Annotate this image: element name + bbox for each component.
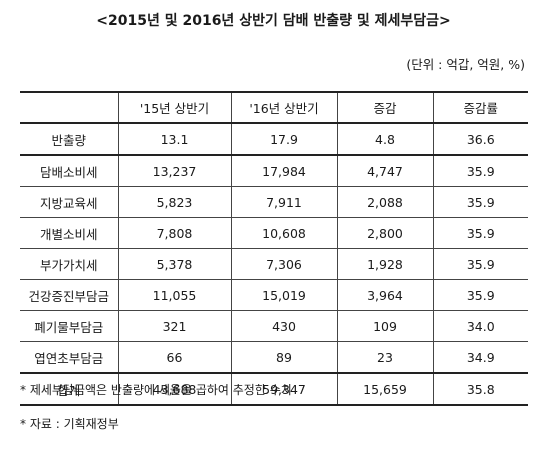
table-cell: 15,019 bbox=[230, 279, 338, 311]
table-cell: 2,088 bbox=[336, 186, 434, 218]
table-row-individual-consumption-tax: 개별소비세 7,808 10,608 2,800 35.9 bbox=[20, 217, 528, 249]
document-title: <2015년 및 2016년 상반기 담배 반출량 및 제세부담금> bbox=[96, 13, 451, 29]
table-cell: 10,608 bbox=[230, 217, 338, 249]
table-cell: 4.8 bbox=[336, 122, 434, 156]
table-cell: 1,928 bbox=[336, 248, 434, 280]
table-cell: 36.6 bbox=[432, 122, 528, 156]
table-cell: 5,823 bbox=[117, 186, 232, 218]
table-cell: 4,747 bbox=[336, 154, 434, 187]
row-label: 지방교육세 bbox=[20, 186, 119, 218]
table-row-vat: 부가가치세 5,378 7,306 1,928 35.9 bbox=[20, 248, 528, 280]
table-cell: 35.9 bbox=[432, 279, 528, 311]
table-row-shipment: 반출량 13.1 17.9 4.8 36.6 bbox=[20, 122, 528, 156]
table-cell: 321 bbox=[117, 310, 232, 342]
table-cell: 2,800 bbox=[336, 217, 434, 249]
row-label: 개별소비세 bbox=[20, 217, 119, 249]
header-cell-corner bbox=[20, 91, 119, 124]
table-cell: 34.0 bbox=[432, 310, 528, 342]
row-label: 폐기물부담금 bbox=[20, 310, 119, 342]
row-label: 부가가치세 bbox=[20, 248, 119, 280]
header-cell-2015-h1: '15년 상반기 bbox=[117, 91, 232, 124]
table-cell: 35.9 bbox=[432, 186, 528, 218]
table-cell: 23 bbox=[336, 341, 434, 374]
footnote-source: * 자료 : 기획재정부 bbox=[20, 417, 119, 431]
table-cell: 35.9 bbox=[432, 248, 528, 280]
table-cell: 66 bbox=[117, 341, 232, 374]
table-cell: 13.1 bbox=[117, 122, 232, 156]
table-row-local-education-tax: 지방교육세 5,823 7,911 2,088 35.9 bbox=[20, 186, 528, 218]
table-cell: 17,984 bbox=[230, 154, 338, 187]
table-cell: 109 bbox=[336, 310, 434, 342]
row-label: 반출량 bbox=[20, 122, 119, 156]
row-label: 엽연초부담금 bbox=[20, 341, 119, 374]
table-row-health-promotion-levy: 건강증진부담금 11,055 15,019 3,964 35.9 bbox=[20, 279, 528, 311]
table-cell: 13,237 bbox=[117, 154, 232, 187]
row-label: 담배소비세 bbox=[20, 154, 119, 187]
footnote-estimation: * 제세부담금액은 반출량에 세율을 곱하여 추정한 수치 bbox=[20, 383, 292, 397]
table-cell: 43,688 bbox=[117, 372, 232, 406]
header-cell-change: 증감 bbox=[336, 91, 434, 124]
table-header-row: '15년 상반기 '16년 상반기 증감 증감률 bbox=[20, 91, 528, 124]
table-row-waste-levy: 폐기물부담금 321 430 109 34.0 bbox=[20, 310, 528, 342]
tobacco-tax-table: '15년 상반기 '16년 상반기 증감 증감률 반출량 13.1 17.9 4… bbox=[20, 91, 528, 406]
unit-label: (단위 : 억갑, 억원, %) bbox=[406, 57, 525, 72]
header-cell-2016-h1: '16년 상반기 bbox=[230, 91, 338, 124]
table-cell: 34.9 bbox=[432, 341, 528, 374]
table-cell: 17.9 bbox=[230, 122, 338, 156]
row-label: 건강증진부담금 bbox=[20, 279, 119, 311]
table-cell: 35.9 bbox=[432, 217, 528, 249]
table-cell: 430 bbox=[230, 310, 338, 342]
table-row-total: 합계 43,688 59,347 15,659 35.8 bbox=[20, 372, 528, 406]
table-cell: 11,055 bbox=[117, 279, 232, 311]
table-cell: 3,964 bbox=[336, 279, 434, 311]
table-row-tobacco-consumption-tax: 담배소비세 13,237 17,984 4,747 35.9 bbox=[20, 154, 528, 187]
table-cell: 35.8 bbox=[432, 372, 528, 406]
table-cell: 89 bbox=[230, 341, 338, 374]
row-label: 합계 bbox=[20, 372, 119, 406]
table-cell: 5,378 bbox=[117, 248, 232, 280]
table-cell: 7,808 bbox=[117, 217, 232, 249]
table-cell: 59,347 bbox=[230, 372, 338, 406]
table-cell: 15,659 bbox=[336, 372, 434, 406]
table-cell: 35.9 bbox=[432, 154, 528, 187]
table-cell: 7,306 bbox=[230, 248, 338, 280]
header-cell-change-rate: 증감률 bbox=[432, 91, 528, 124]
table-row-leaf-tobacco-levy: 엽연초부담금 66 89 23 34.9 bbox=[20, 341, 528, 374]
table-cell: 7,911 bbox=[230, 186, 338, 218]
